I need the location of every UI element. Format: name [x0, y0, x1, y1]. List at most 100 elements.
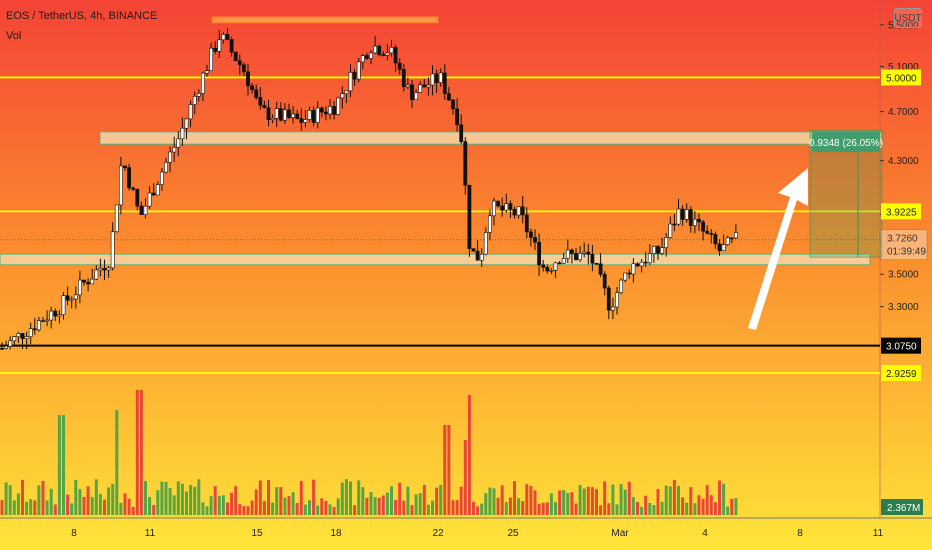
sr-zone-3[interactable]: [0, 253, 871, 266]
sr-zone-2[interactable]: [99, 131, 883, 145]
volume-bar: [422, 484, 426, 515]
level-badge-label-2: 3.9225: [886, 207, 917, 218]
volume-bar: [394, 499, 398, 515]
price-tick-label: 5.5000: [888, 20, 919, 31]
volume-bar: [139, 390, 143, 515]
candle: [697, 218, 701, 223]
time-tick-label: 11: [873, 528, 884, 539]
candle: [242, 64, 246, 73]
candle: [643, 261, 648, 264]
volume-bar: [377, 497, 381, 515]
volume-bar: [607, 503, 611, 515]
volume-bar: [660, 501, 664, 515]
candle: [278, 108, 283, 121]
candle: [430, 73, 435, 86]
volume-bar: [123, 493, 127, 515]
volume-bar: [25, 501, 29, 515]
trend-arrow[interactable]: [748, 168, 808, 330]
volume-bar: [541, 502, 545, 515]
current-price-badge: [880, 229, 928, 261]
volume-bar: [316, 505, 320, 515]
volume-bar: [349, 481, 352, 515]
volume-bar: [115, 410, 119, 515]
volume-bar: [156, 490, 160, 515]
time-tick-label: 4: [702, 528, 708, 539]
volume-bar: [697, 495, 701, 515]
volume-bar: [344, 479, 348, 515]
volume-bar: [521, 501, 525, 515]
volume-bar: [193, 486, 197, 515]
volume-bar: [574, 503, 578, 515]
volume-bar: [267, 479, 270, 515]
candle: [692, 218, 697, 226]
volume-bar: [554, 502, 557, 515]
volume-bar: [570, 492, 574, 515]
sr-zone-1[interactable]: [211, 16, 439, 24]
candle: [639, 261, 644, 267]
candle: [676, 208, 681, 225]
candle: [479, 253, 484, 261]
candle: [647, 253, 652, 264]
candle: [615, 292, 619, 308]
volume-bar: [451, 500, 455, 515]
candle: [533, 237, 537, 243]
volume-bar: [90, 496, 94, 515]
price-tick-label: 4.7000: [888, 107, 919, 118]
volume-bar: [439, 484, 443, 515]
candle: [4, 345, 9, 349]
volume-bar: [144, 480, 147, 515]
candle: [668, 223, 673, 238]
candle: [467, 184, 472, 249]
volume-bar: [713, 502, 717, 515]
volume-bar: [209, 496, 213, 515]
candle: [0, 348, 4, 350]
volume-bar: [340, 482, 344, 515]
candle: [229, 39, 234, 53]
volume-bar: [443, 425, 447, 515]
level-badge-label-1: 5.0000: [886, 73, 917, 84]
volume-bar: [648, 502, 652, 515]
volume-bar: [718, 480, 721, 515]
candle: [213, 47, 218, 52]
candle: [282, 109, 287, 121]
candle: [254, 89, 259, 98]
candle: [114, 204, 119, 233]
candle: [475, 250, 480, 261]
volume-bar: [373, 497, 377, 515]
volume-bar: [295, 503, 299, 515]
volume-bar: [668, 486, 672, 515]
candle: [45, 319, 50, 322]
candle: [110, 231, 115, 269]
volume-bar: [70, 503, 74, 515]
candle: [20, 333, 25, 339]
volume-bar: [226, 502, 229, 515]
volume-bar: [41, 481, 45, 515]
volume-bar: [176, 481, 180, 515]
projection-label-badge: [812, 132, 880, 152]
currency-selector[interactable]: USDT: [894, 8, 922, 28]
candle: [549, 269, 554, 272]
candle: [733, 232, 738, 239]
candle: [12, 336, 17, 342]
price-tick-label: 3.5000: [888, 270, 919, 281]
candle: [586, 251, 591, 255]
volume-bar: [74, 479, 78, 515]
volume-bar: [390, 486, 393, 515]
candle: [701, 221, 706, 232]
volume-bar: [644, 495, 648, 515]
volume-bar: [234, 486, 238, 515]
volume-bar: [722, 483, 726, 515]
time-tick-label: Mar: [611, 528, 629, 539]
volume-bar: [672, 479, 676, 515]
candle: [151, 192, 156, 196]
time-tick-label: 8: [797, 528, 803, 539]
volume-bar: [111, 483, 115, 515]
volume-bar: [258, 480, 262, 515]
candle: [221, 34, 226, 41]
volume-bar: [435, 487, 439, 515]
candle: [192, 96, 197, 105]
candle: [266, 107, 271, 120]
volume-bar: [12, 500, 16, 515]
candle: [364, 55, 369, 59]
